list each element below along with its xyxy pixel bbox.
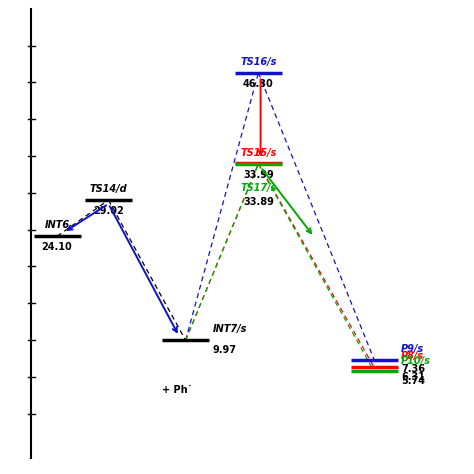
Text: TS16/s: TS16/s bbox=[240, 57, 277, 67]
Text: 33.89: 33.89 bbox=[243, 197, 274, 207]
Text: TS17/s: TS17/s bbox=[240, 182, 277, 192]
Text: P9/s: P9/s bbox=[401, 344, 424, 354]
Text: P8/s: P8/s bbox=[401, 351, 424, 361]
Text: INT6: INT6 bbox=[45, 220, 70, 230]
Text: 7.36: 7.36 bbox=[401, 364, 425, 374]
Text: 6.31: 6.31 bbox=[401, 372, 425, 382]
Text: 24.10: 24.10 bbox=[42, 243, 73, 253]
Text: 5.74: 5.74 bbox=[401, 376, 425, 386]
Text: 29.02: 29.02 bbox=[93, 206, 124, 216]
Text: TS14/d: TS14/d bbox=[90, 184, 128, 194]
Text: INT7/s: INT7/s bbox=[212, 324, 247, 335]
Text: 33.99: 33.99 bbox=[243, 170, 274, 180]
Text: P10/s: P10/s bbox=[401, 356, 431, 365]
Text: 9.97: 9.97 bbox=[212, 345, 237, 355]
Text: + Ph˙: + Ph˙ bbox=[162, 385, 192, 395]
Text: 46.30: 46.30 bbox=[243, 79, 274, 89]
Text: TS15/s: TS15/s bbox=[240, 147, 277, 157]
